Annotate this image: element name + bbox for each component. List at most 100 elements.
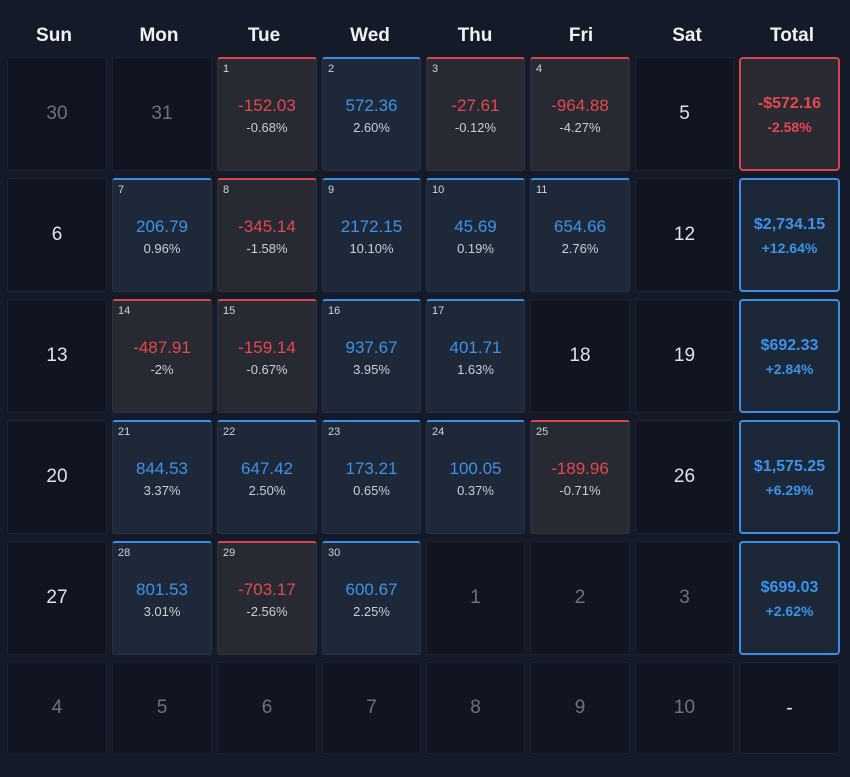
day-cell[interactable]: 22 647.42 2.50% [217, 420, 317, 534]
day-number: 18 [569, 345, 591, 366]
day-cell[interactable]: 10 45.69 0.19% [426, 178, 525, 292]
day-number: 14 [118, 305, 131, 317]
day-pnl-percent: -0.67% [246, 362, 288, 377]
day-pnl-amount: 572.36 [345, 96, 398, 115]
day-number: 24 [432, 426, 445, 438]
day-cell[interactable]: 20 [7, 420, 107, 534]
day-pnl-percent: 0.37% [457, 483, 494, 498]
day-cell[interactable]: 26 [635, 420, 734, 534]
day-pnl-percent: -4.27% [559, 120, 601, 135]
day-cell[interactable]: 19 [635, 299, 734, 413]
day-cell[interactable]: 9 2172.15 10.10% [322, 178, 421, 292]
day-pnl-amount: 647.42 [241, 459, 293, 478]
day-cell[interactable]: 8 [426, 662, 525, 754]
day-cell[interactable]: 3 -27.61 -0.12% [426, 57, 525, 171]
day-cell[interactable]: 30 600.67 2.25% [322, 541, 421, 655]
day-cell[interactable]: 15 -159.14 -0.67% [217, 299, 317, 413]
day-pnl-percent: 3.01% [143, 604, 181, 619]
day-number: 2 [574, 587, 586, 608]
day-cell[interactable]: 3 [635, 541, 734, 655]
day-cell[interactable]: 10 [635, 662, 734, 754]
day-cell[interactable]: 1 [426, 541, 525, 655]
day-cell[interactable]: 14 -487.91 -2% [112, 299, 212, 413]
day-cell[interactable]: 13 [7, 299, 107, 413]
day-cell[interactable]: 23 173.21 0.65% [322, 420, 421, 534]
day-pnl-amount: 654.66 [554, 217, 606, 236]
week-total-amount: $699.03 [760, 579, 819, 596]
day-number: 19 [673, 345, 696, 366]
day-cell[interactable]: 2 572.36 2.60% [322, 57, 421, 171]
day-cell[interactable]: 11 654.66 2.76% [530, 178, 630, 292]
day-number: 9 [574, 697, 586, 718]
week-total-amount: $692.33 [760, 337, 819, 354]
column-header-tue: Tue [247, 25, 281, 46]
week-total-percent: -2.58% [767, 119, 812, 135]
day-cell[interactable]: 28 801.53 3.01% [112, 541, 212, 655]
day-cell[interactable]: 7 206.79 0.96% [112, 178, 212, 292]
day-pnl-percent: 1.63% [457, 362, 494, 377]
day-pnl-percent: 3.95% [353, 362, 390, 377]
day-cell[interactable]: 27 [7, 541, 107, 655]
day-number: 30 [46, 103, 68, 124]
day-cell[interactable]: 4 -964.88 -4.27% [530, 57, 630, 171]
day-pnl-percent: 0.96% [143, 241, 181, 256]
day-cell[interactable]: 30 [7, 57, 107, 171]
column-header-mon: Mon [139, 25, 179, 46]
day-number: 3 [679, 587, 690, 608]
week-total-cell[interactable]: $1,575.25 +6.29% [739, 420, 840, 534]
week-total-percent: +2.62% [765, 603, 814, 619]
day-pnl-amount: 45.69 [454, 217, 497, 236]
day-cell[interactable]: 18 [530, 299, 630, 413]
day-number: 8 [470, 697, 481, 718]
day-cell[interactable]: 5 [635, 57, 734, 171]
day-cell[interactable]: 12 [635, 178, 734, 292]
day-number: 23 [328, 426, 341, 438]
day-pnl-percent: -2% [150, 362, 174, 377]
day-cell[interactable]: 24 100.05 0.37% [426, 420, 525, 534]
day-cell[interactable]: 31 [112, 57, 212, 171]
day-cell[interactable]: 6 [217, 662, 317, 754]
week-total-cell[interactable]: - [739, 662, 840, 754]
week-total-cell[interactable]: $692.33 +2.84% [739, 299, 840, 413]
day-number: 10 [673, 697, 696, 718]
day-pnl-percent: 2.60% [353, 120, 390, 135]
day-cell[interactable]: 6 [7, 178, 107, 292]
day-cell[interactable]: 5 [112, 662, 212, 754]
week-total-cell[interactable]: -$572.16 -2.58% [739, 57, 840, 171]
day-number: 16 [328, 305, 341, 317]
day-pnl-amount: -487.91 [133, 338, 191, 357]
day-cell[interactable]: 1 -152.03 -0.68% [217, 57, 317, 171]
day-pnl-amount: -345.14 [238, 217, 296, 236]
week-total-empty: - [786, 696, 793, 719]
day-number: 5 [679, 103, 690, 124]
day-cell[interactable]: 2 [530, 541, 630, 655]
day-number: 6 [261, 697, 273, 718]
day-number: 9 [328, 184, 335, 196]
day-pnl-amount: -964.88 [551, 96, 609, 115]
day-pnl-amount: 401.71 [449, 338, 502, 357]
day-cell[interactable]: 9 [530, 662, 630, 754]
day-cell[interactable]: 17 401.71 1.63% [426, 299, 525, 413]
week-total-cell[interactable]: $699.03 +2.62% [739, 541, 840, 655]
day-pnl-amount: 173.21 [345, 459, 398, 478]
week-total-cell[interactable]: $2,734.15 +12.64% [739, 178, 840, 292]
day-cell[interactable]: 7 [322, 662, 421, 754]
day-cell[interactable]: 16 937.67 3.95% [322, 299, 421, 413]
day-number: 6 [51, 224, 63, 245]
day-cell[interactable]: 4 [7, 662, 107, 754]
day-pnl-percent: 0.65% [353, 483, 390, 498]
day-pnl-percent: 2.76% [561, 241, 599, 256]
day-cell[interactable]: 25 -189.96 -0.71% [530, 420, 630, 534]
day-number: 7 [366, 697, 377, 718]
day-cell[interactable]: 29 -703.17 -2.56% [217, 541, 317, 655]
day-pnl-amount: 801.53 [136, 580, 188, 599]
week-total-amount: -$572.16 [757, 95, 822, 112]
day-cell[interactable]: 21 844.53 3.37% [112, 420, 212, 534]
day-cell[interactable]: 8 -345.14 -1.58% [217, 178, 317, 292]
day-number: 31 [151, 103, 173, 124]
day-number: 4 [51, 697, 63, 718]
day-number: 11 [536, 184, 548, 196]
day-number: 3 [432, 63, 439, 75]
week-total-percent: +12.64% [761, 240, 818, 256]
day-pnl-percent: 10.10% [349, 241, 394, 256]
